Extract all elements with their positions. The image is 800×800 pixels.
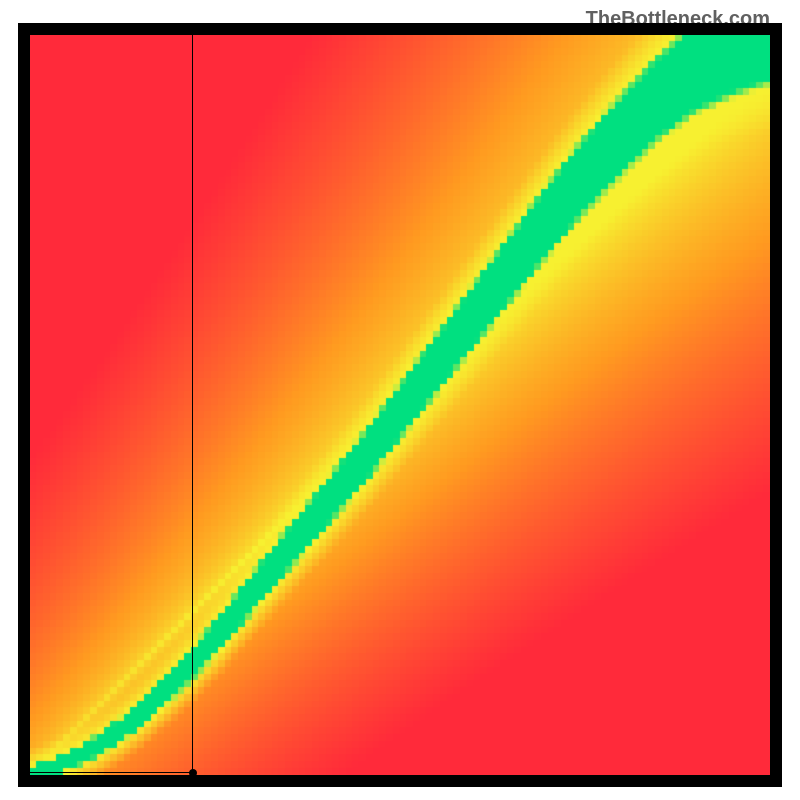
frame-left <box>18 23 30 787</box>
frame-bottom <box>18 775 782 787</box>
bottleneck-heatmap <box>30 35 770 775</box>
frame-top <box>18 23 782 35</box>
frame-right <box>770 23 782 787</box>
crosshair-vertical <box>192 35 193 773</box>
crosshair-horizontal <box>30 772 193 773</box>
selection-marker <box>189 769 197 777</box>
chart-container: TheBottleneck.com <box>0 0 800 800</box>
